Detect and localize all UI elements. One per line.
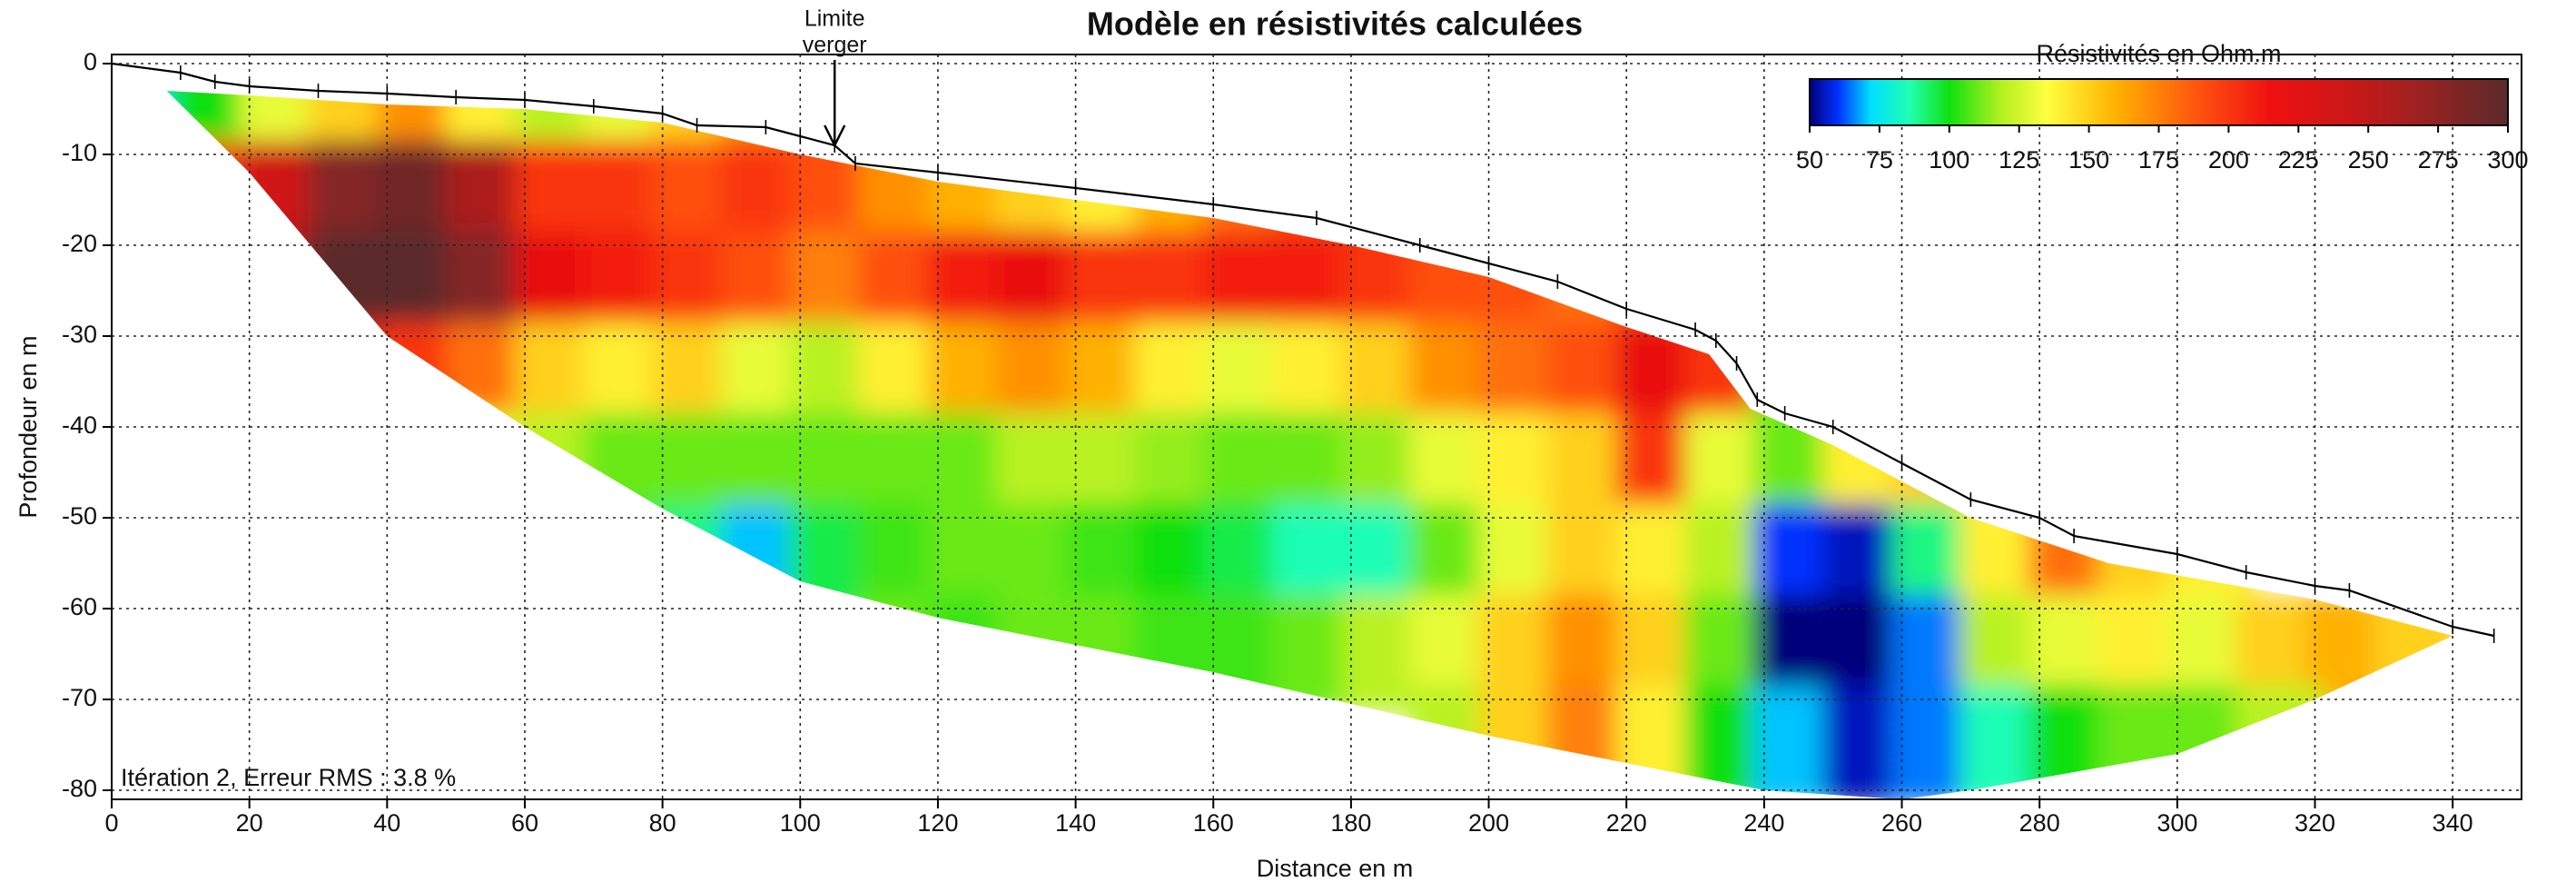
colorbar-tick-label: 50 — [1796, 146, 1823, 173]
axes: 0 20 40 60 80 100 120 140 160 180 200 220 240 260 280 3… — [62, 6, 2529, 837]
x-tick-label: 260 — [1881, 809, 1922, 837]
colorbar-tick-label: 225 — [2278, 146, 2319, 173]
x-tick-label: 120 — [917, 809, 958, 837]
y-tick-label: 0 — [84, 48, 97, 75]
colorbar-tick-label: 175 — [2138, 146, 2179, 173]
colorbar-tick-label: 75 — [1866, 146, 1893, 173]
annotation-text: verger — [803, 33, 867, 58]
x-tick-label: 240 — [1743, 809, 1784, 837]
y-tick-label: -80 — [62, 775, 97, 802]
y-tick-label: -40 — [62, 411, 97, 439]
annotation-text: Limite — [804, 6, 865, 32]
x-axis-label: Distance en m — [1257, 855, 1414, 882]
colorbar — [1809, 78, 2509, 126]
x-tick-label: 160 — [1193, 809, 1234, 837]
x-tick-label: 220 — [1606, 809, 1647, 837]
x-tick-label: 40 — [373, 809, 400, 837]
y-tick-label: -10 — [62, 139, 97, 166]
colorbar-tick-label: 150 — [2068, 146, 2109, 173]
colorbar-tick-label: 200 — [2208, 146, 2249, 173]
colorbar-tick-label: 100 — [1929, 146, 1969, 173]
x-tick-label: 100 — [780, 809, 821, 837]
colorbar-tick-label: 250 — [2348, 146, 2389, 173]
y-tick-label: -50 — [62, 502, 97, 530]
y-axis-label: Profondeur en m — [15, 335, 42, 518]
y-tick-label: -60 — [62, 593, 97, 620]
x-tick-label: 340 — [2433, 809, 2473, 837]
x-tick-label: 280 — [2019, 809, 2060, 837]
x-tick-label: 180 — [1330, 809, 1371, 837]
colorbar-tick-label: 275 — [2418, 146, 2459, 173]
x-tick-label: 0 — [104, 809, 118, 837]
x-tick-label: 300 — [2157, 809, 2197, 837]
colorbar-tick-label: 125 — [1999, 146, 2039, 173]
rms-note: Itération 2, Erreur RMS : 3.8 % — [121, 764, 456, 791]
x-tick-label: 60 — [511, 809, 538, 837]
annotation-arrowhead — [824, 124, 846, 148]
x-tick-label: 140 — [1055, 809, 1096, 837]
y-tick-label: -30 — [62, 321, 97, 348]
colorbar-title: Résistivités en Ohm.m — [2036, 40, 2281, 67]
x-tick-label: 320 — [2295, 809, 2335, 837]
x-tick-label: 20 — [236, 809, 263, 837]
plot-frame — [111, 54, 2522, 800]
chart-title: Modèle en résistivités calculées — [1087, 5, 1583, 43]
x-tick-label: 200 — [1468, 809, 1509, 837]
x-tick-label: 80 — [649, 809, 676, 837]
y-tick-label: -20 — [62, 230, 97, 257]
y-tick-label: -70 — [62, 684, 97, 711]
colorbar-tick-label: 300 — [2487, 146, 2528, 173]
